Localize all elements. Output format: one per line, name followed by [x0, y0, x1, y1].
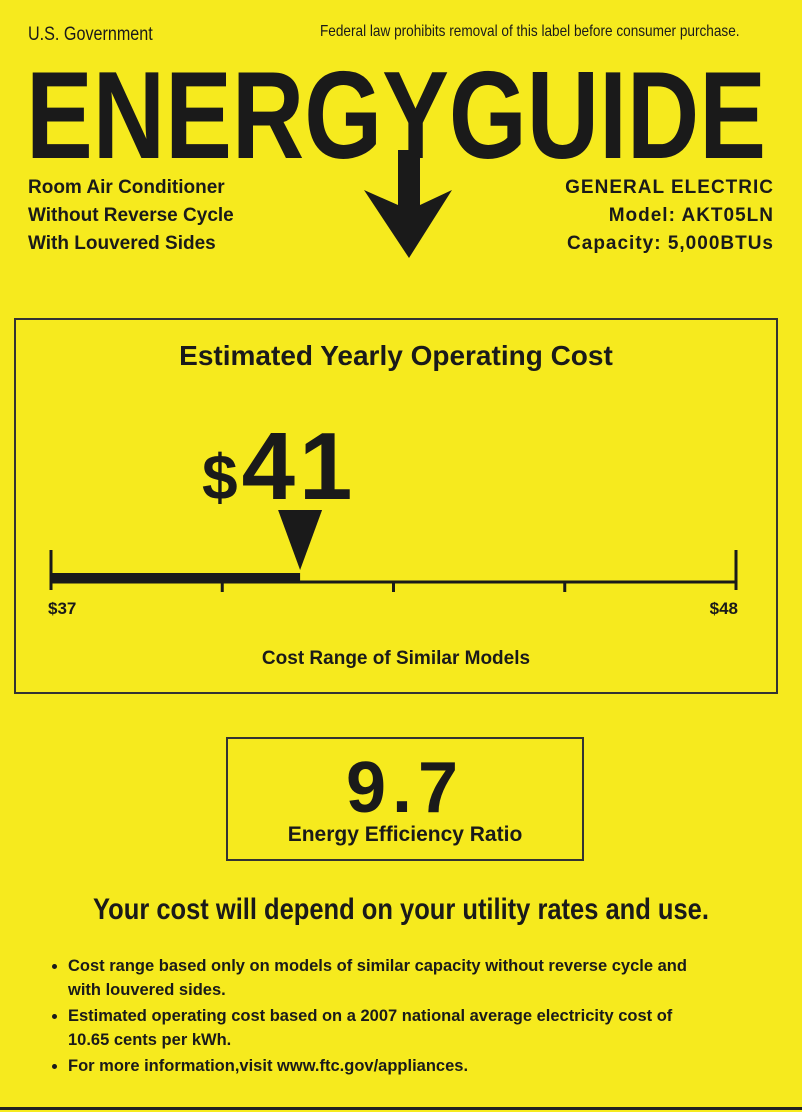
cost-box: Estimated Yearly Operating Cost $41 $37 …: [14, 318, 778, 694]
note: Cost range based only on models of simil…: [68, 954, 708, 1002]
notes: Cost range based only on models of simil…: [48, 954, 708, 1080]
cost-pointer: [278, 510, 323, 570]
cost-bar: [51, 573, 301, 582]
notice: Federal law prohibits removal of this la…: [320, 23, 740, 40]
product-line: With Louvered Sides: [28, 233, 216, 254]
range-caption: Cost Range of Similar Models: [261, 648, 531, 669]
ratio-value: 9.7: [345, 748, 465, 828]
manufacturer-info: GENERAL ELECTRIC Model: AKT05LN Capacity…: [565, 174, 774, 258]
disclaimer: Your cost will depend on your utility ra…: [93, 893, 709, 926]
title: ENERGYGUIDE: [26, 47, 766, 185]
min-label: $37: [48, 599, 77, 618]
note: Estimated operating cost based on a 2007…: [68, 1004, 708, 1052]
product-line: Room Air Conditioner: [28, 177, 225, 198]
cost-scale: [49, 510, 738, 592]
bottom-rule: [0, 1107, 802, 1110]
cost-value: $41: [202, 413, 357, 520]
note: For more information,visit www.ftc.gov/a…: [68, 1054, 708, 1078]
cost-heading: Estimated Yearly Operating Cost: [179, 340, 613, 371]
agency: U.S. Government: [28, 24, 153, 45]
title-graphic: ENERGYGUIDE: [26, 47, 766, 258]
product-description: Room Air Conditioner Without Reverse Cyc…: [28, 174, 234, 258]
model: Model: AKT05LN: [608, 205, 774, 226]
manufacturer: GENERAL ELECTRIC: [565, 177, 774, 198]
capacity: Capacity: 5,000BTUs: [567, 233, 774, 254]
max-label: $48: [709, 599, 738, 618]
arrow: [364, 150, 452, 258]
product-line: Without Reverse Cycle: [28, 205, 234, 226]
ratio-caption: Energy Efficiency Ratio: [287, 823, 523, 846]
ratio-box: 9.7 Energy Efficiency Ratio: [226, 737, 584, 861]
